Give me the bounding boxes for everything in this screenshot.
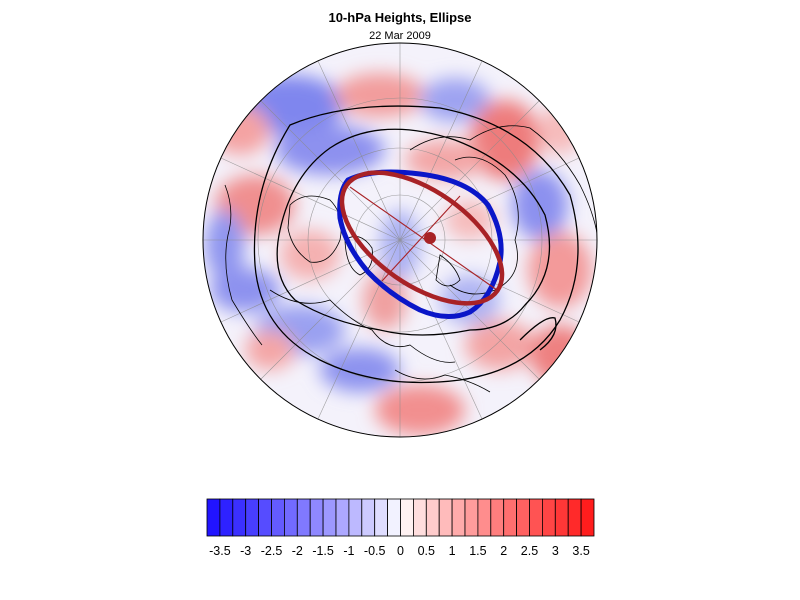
- colorbar-bin: [271, 498, 285, 537]
- colorbar-tick-label: 1.5: [469, 544, 487, 558]
- colorbar-tick-label: 1: [448, 544, 456, 558]
- colorbar-bin: [425, 498, 440, 537]
- colorbar-bin: [490, 498, 505, 537]
- colorbar-tick-label: 2: [500, 544, 508, 558]
- coastlines: [224, 125, 597, 393]
- colorbar-bin: [374, 498, 389, 537]
- colorbar-tick-label: 0: [397, 544, 404, 558]
- colorbar-tick-label: 0.5: [417, 544, 435, 558]
- fitted-ellipse: [339, 170, 505, 306]
- colorbar-bin: [503, 498, 518, 537]
- map-title: 10-hPa Heights, Ellipse: [328, 10, 472, 25]
- colorbar-bin: [232, 498, 247, 537]
- colorbar-bin: [438, 498, 453, 537]
- colorbar-bin: [580, 498, 595, 537]
- colorbar-tick-label: -2.5: [260, 544, 283, 558]
- vortex-edge-observed: [337, 169, 504, 319]
- colorbar-bin: [400, 498, 414, 537]
- colorbar-bin: [361, 498, 376, 537]
- colorbar-bin: [412, 498, 427, 537]
- colorbar-tick-label: -1: [343, 544, 355, 558]
- colorbar-bin: [464, 498, 479, 537]
- colorbar-bin: [309, 498, 324, 537]
- colorbar-bin: [529, 498, 543, 537]
- colorbar-bin: [335, 498, 350, 537]
- colorbar-tick-label: -3.5: [209, 544, 231, 558]
- colorbar-bin: [322, 498, 337, 537]
- colorbar-tick-label: 2.5: [520, 544, 539, 558]
- colorbar-bin: [451, 498, 466, 537]
- colorbar-tick-label: -2: [291, 544, 303, 558]
- colorbar-bin: [283, 498, 298, 537]
- colorbar-bin: [348, 498, 363, 537]
- colorbar-bin: [567, 498, 582, 537]
- colorbar-bin: [206, 498, 221, 537]
- colorbar-bin: [258, 498, 272, 537]
- colorbar-tick-label: 3.5: [572, 544, 590, 558]
- colorbar-tick-label: 3: [551, 544, 559, 558]
- graticule: [203, 43, 597, 437]
- colorbar-tick-label: -0.5: [363, 544, 386, 558]
- colorbar-bin: [245, 498, 259, 537]
- colorbar-bin: [554, 498, 569, 537]
- map-date: 22 Mar 2009: [369, 30, 431, 42]
- colorbar-bin: [387, 498, 401, 537]
- colorbar-bin: [516, 498, 530, 537]
- map-border: [202, 42, 598, 438]
- colorbar-bin: [296, 498, 311, 537]
- colorbar-bin: [219, 498, 234, 537]
- colorbar-bin: [477, 498, 492, 537]
- colorbar-tick-label: -1.5: [312, 544, 334, 558]
- ellipse-center-marker: [424, 232, 436, 244]
- colorbar-bin: [542, 498, 556, 537]
- colorbar-tick-label: -3: [240, 544, 252, 558]
